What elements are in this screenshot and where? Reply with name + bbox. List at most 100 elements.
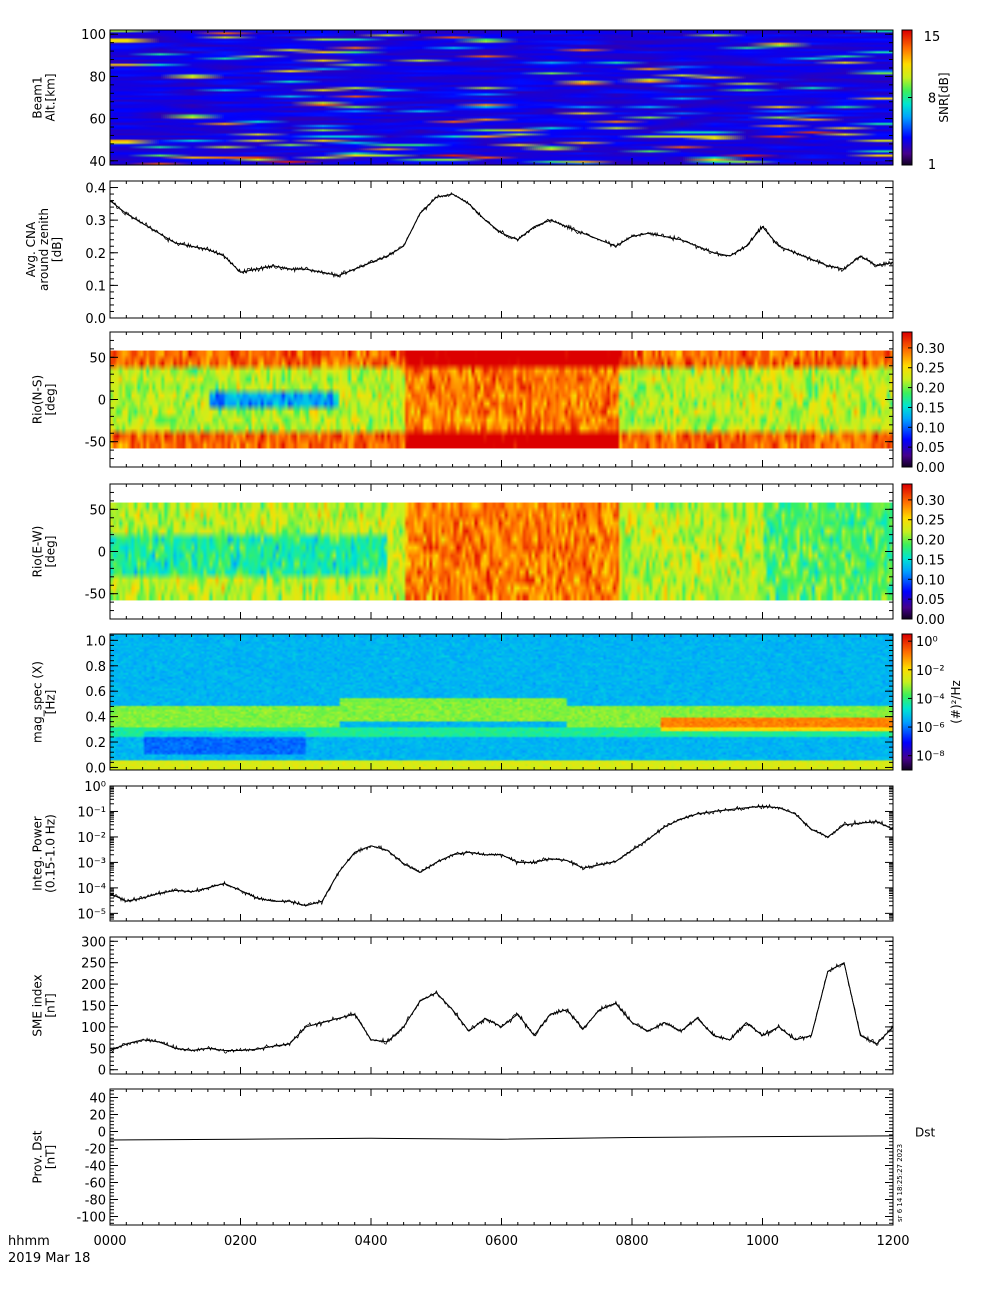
y-axis-label: [Hz] xyxy=(44,690,58,715)
mag-spectrogram xyxy=(110,634,893,770)
mag-colorbar xyxy=(902,634,912,770)
colorbar-tick-label: 0.30 xyxy=(916,494,945,509)
y-axis-label: [deg] xyxy=(44,536,58,568)
mag-colorbar-frame xyxy=(901,633,913,771)
y-axis-label: (0.15-1.0 Hz) xyxy=(44,814,58,893)
y-tick-label: 10⁻⁴ xyxy=(77,882,106,897)
colorbar-tick-label: 0.15 xyxy=(916,401,945,416)
colorbar-tick-label: 10⁻² xyxy=(916,664,945,679)
y-tick-label: 250 xyxy=(81,957,106,972)
y-axis-label: [deg] xyxy=(44,384,58,416)
colorbar-tick-label: 0.05 xyxy=(916,441,945,456)
colorbar-tick-label: 0.00 xyxy=(916,461,945,476)
colorbar-tick-label: 0.25 xyxy=(916,362,945,377)
y-tick-label: 0 xyxy=(98,394,106,409)
y-tick-label: 0 xyxy=(98,1064,106,1079)
colorbar-label: SNR[dB] xyxy=(937,72,951,122)
axes-layer xyxy=(109,29,913,1226)
y-tick-label: -20 xyxy=(85,1143,106,1158)
colorbar-label: (#)²/Hz xyxy=(949,680,963,724)
series-line-panel-7 xyxy=(109,961,894,1052)
colorbar-tick-label: 0.20 xyxy=(916,382,945,397)
x-tick-label: 0600 xyxy=(485,1234,518,1249)
line-layer xyxy=(109,192,894,1141)
y-tick-label: 0.4 xyxy=(85,711,106,726)
y-axis-label: [nT] xyxy=(44,1145,58,1169)
y-axis-label: Beam1 xyxy=(31,76,45,118)
y-tick-label: 300 xyxy=(81,935,106,950)
y-tick-label: 40 xyxy=(89,155,106,170)
y-tick-label: 10⁰ xyxy=(84,780,106,795)
panel-2-frame xyxy=(109,180,894,319)
colorbar-tick-label: 0.25 xyxy=(916,514,945,529)
colorbar-tick-label: 10⁻⁶ xyxy=(916,721,945,736)
y-tick-label: 0.2 xyxy=(85,247,106,262)
y-tick-label: 0.4 xyxy=(85,182,106,197)
y-tick-label: 100 xyxy=(81,1021,106,1036)
rio-heatmap-panel-4 xyxy=(110,502,893,601)
colorbar-tick-label: 0.00 xyxy=(916,613,945,628)
y-tick-label: 150 xyxy=(81,1000,106,1015)
dst-right-label: Dst xyxy=(915,1126,935,1140)
panel-8-frame xyxy=(109,1088,894,1226)
y-tick-label: 0.2 xyxy=(85,736,106,751)
y-tick-label: 20 xyxy=(89,1109,106,1124)
colorbar-tick-label: 15 xyxy=(924,30,941,45)
y-tick-label: -50 xyxy=(85,588,106,603)
y-tick-label: 10⁻² xyxy=(77,831,106,846)
colorbar-tick-label: 0.10 xyxy=(916,421,945,436)
series-trace-panel-2 xyxy=(109,192,894,279)
x-tick-label: 0200 xyxy=(224,1234,257,1249)
colorbar-tick-label: 8 xyxy=(928,92,936,107)
series-line-panel-8 xyxy=(109,1135,894,1141)
snr-colorbar xyxy=(902,30,912,165)
rio-colorbar-frame xyxy=(901,483,913,620)
y-axis-label: mag_spec (X) xyxy=(31,661,45,743)
y-tick-label: 0.6 xyxy=(85,685,106,700)
y-tick-label: -100 xyxy=(76,1211,106,1226)
y-tick-label: 10⁻⁵ xyxy=(77,907,106,922)
colorbar-tick-label: 0.20 xyxy=(916,534,945,549)
y-tick-label: 0 xyxy=(98,1126,106,1141)
y-axis-label: Rio(E-W) xyxy=(31,526,45,578)
y-tick-label: 0.8 xyxy=(85,660,106,675)
plot-timestamp: sr 6 14 18:25:27 2023 xyxy=(896,1144,904,1222)
panel-6-frame xyxy=(109,785,894,922)
snr-heatmap xyxy=(110,30,893,165)
colorbar-tick-label: 0.05 xyxy=(916,593,945,608)
colorbar-tick-label: 0.30 xyxy=(916,342,945,357)
heatmap-layer xyxy=(110,30,912,770)
y-tick-label: 10⁻¹ xyxy=(77,805,106,820)
x-tick-label: 1000 xyxy=(746,1234,779,1249)
x-tick-label: 0000 xyxy=(93,1234,126,1249)
colorbar-tick-label: 1 xyxy=(928,158,936,173)
y-tick-label: -60 xyxy=(85,1177,106,1192)
y-axis-label: Rio(N-S) xyxy=(31,375,45,424)
y-tick-label: -40 xyxy=(85,1160,106,1175)
y-tick-label: 0.1 xyxy=(85,279,106,294)
y-tick-label: 0 xyxy=(98,546,106,561)
y-axis-label: Prov. Dst xyxy=(31,1130,45,1183)
colorbar-tick-label: 0.15 xyxy=(916,553,945,568)
y-tick-label: -50 xyxy=(85,436,106,451)
rio-colorbar-panel-3 xyxy=(902,332,912,467)
colorbar-tick-label: 10⁻⁴ xyxy=(916,692,945,707)
y-tick-label: 10⁻³ xyxy=(77,856,106,871)
x-tick-label: 1200 xyxy=(876,1234,909,1249)
y-tick-label: 50 xyxy=(89,351,106,366)
y-tick-label: 80 xyxy=(89,70,106,85)
x-axis-label: hhmm xyxy=(8,1234,50,1249)
y-axis-label: around zenith xyxy=(37,208,51,291)
y-tick-label: 50 xyxy=(89,1042,106,1057)
series-trace-panel-7 xyxy=(109,962,894,1054)
y-axis-label: SME index xyxy=(31,974,45,1036)
rio-heatmap-panel-3 xyxy=(110,350,893,449)
y-tick-label: 0.0 xyxy=(85,312,106,327)
y-tick-label: 40 xyxy=(89,1092,106,1107)
colorbar-tick-label: 10⁰ xyxy=(916,635,938,650)
y-axis-label: Integ. Power xyxy=(31,816,45,891)
series-trace-panel-6 xyxy=(109,803,894,907)
rio-colorbar-panel-4 xyxy=(902,484,912,619)
